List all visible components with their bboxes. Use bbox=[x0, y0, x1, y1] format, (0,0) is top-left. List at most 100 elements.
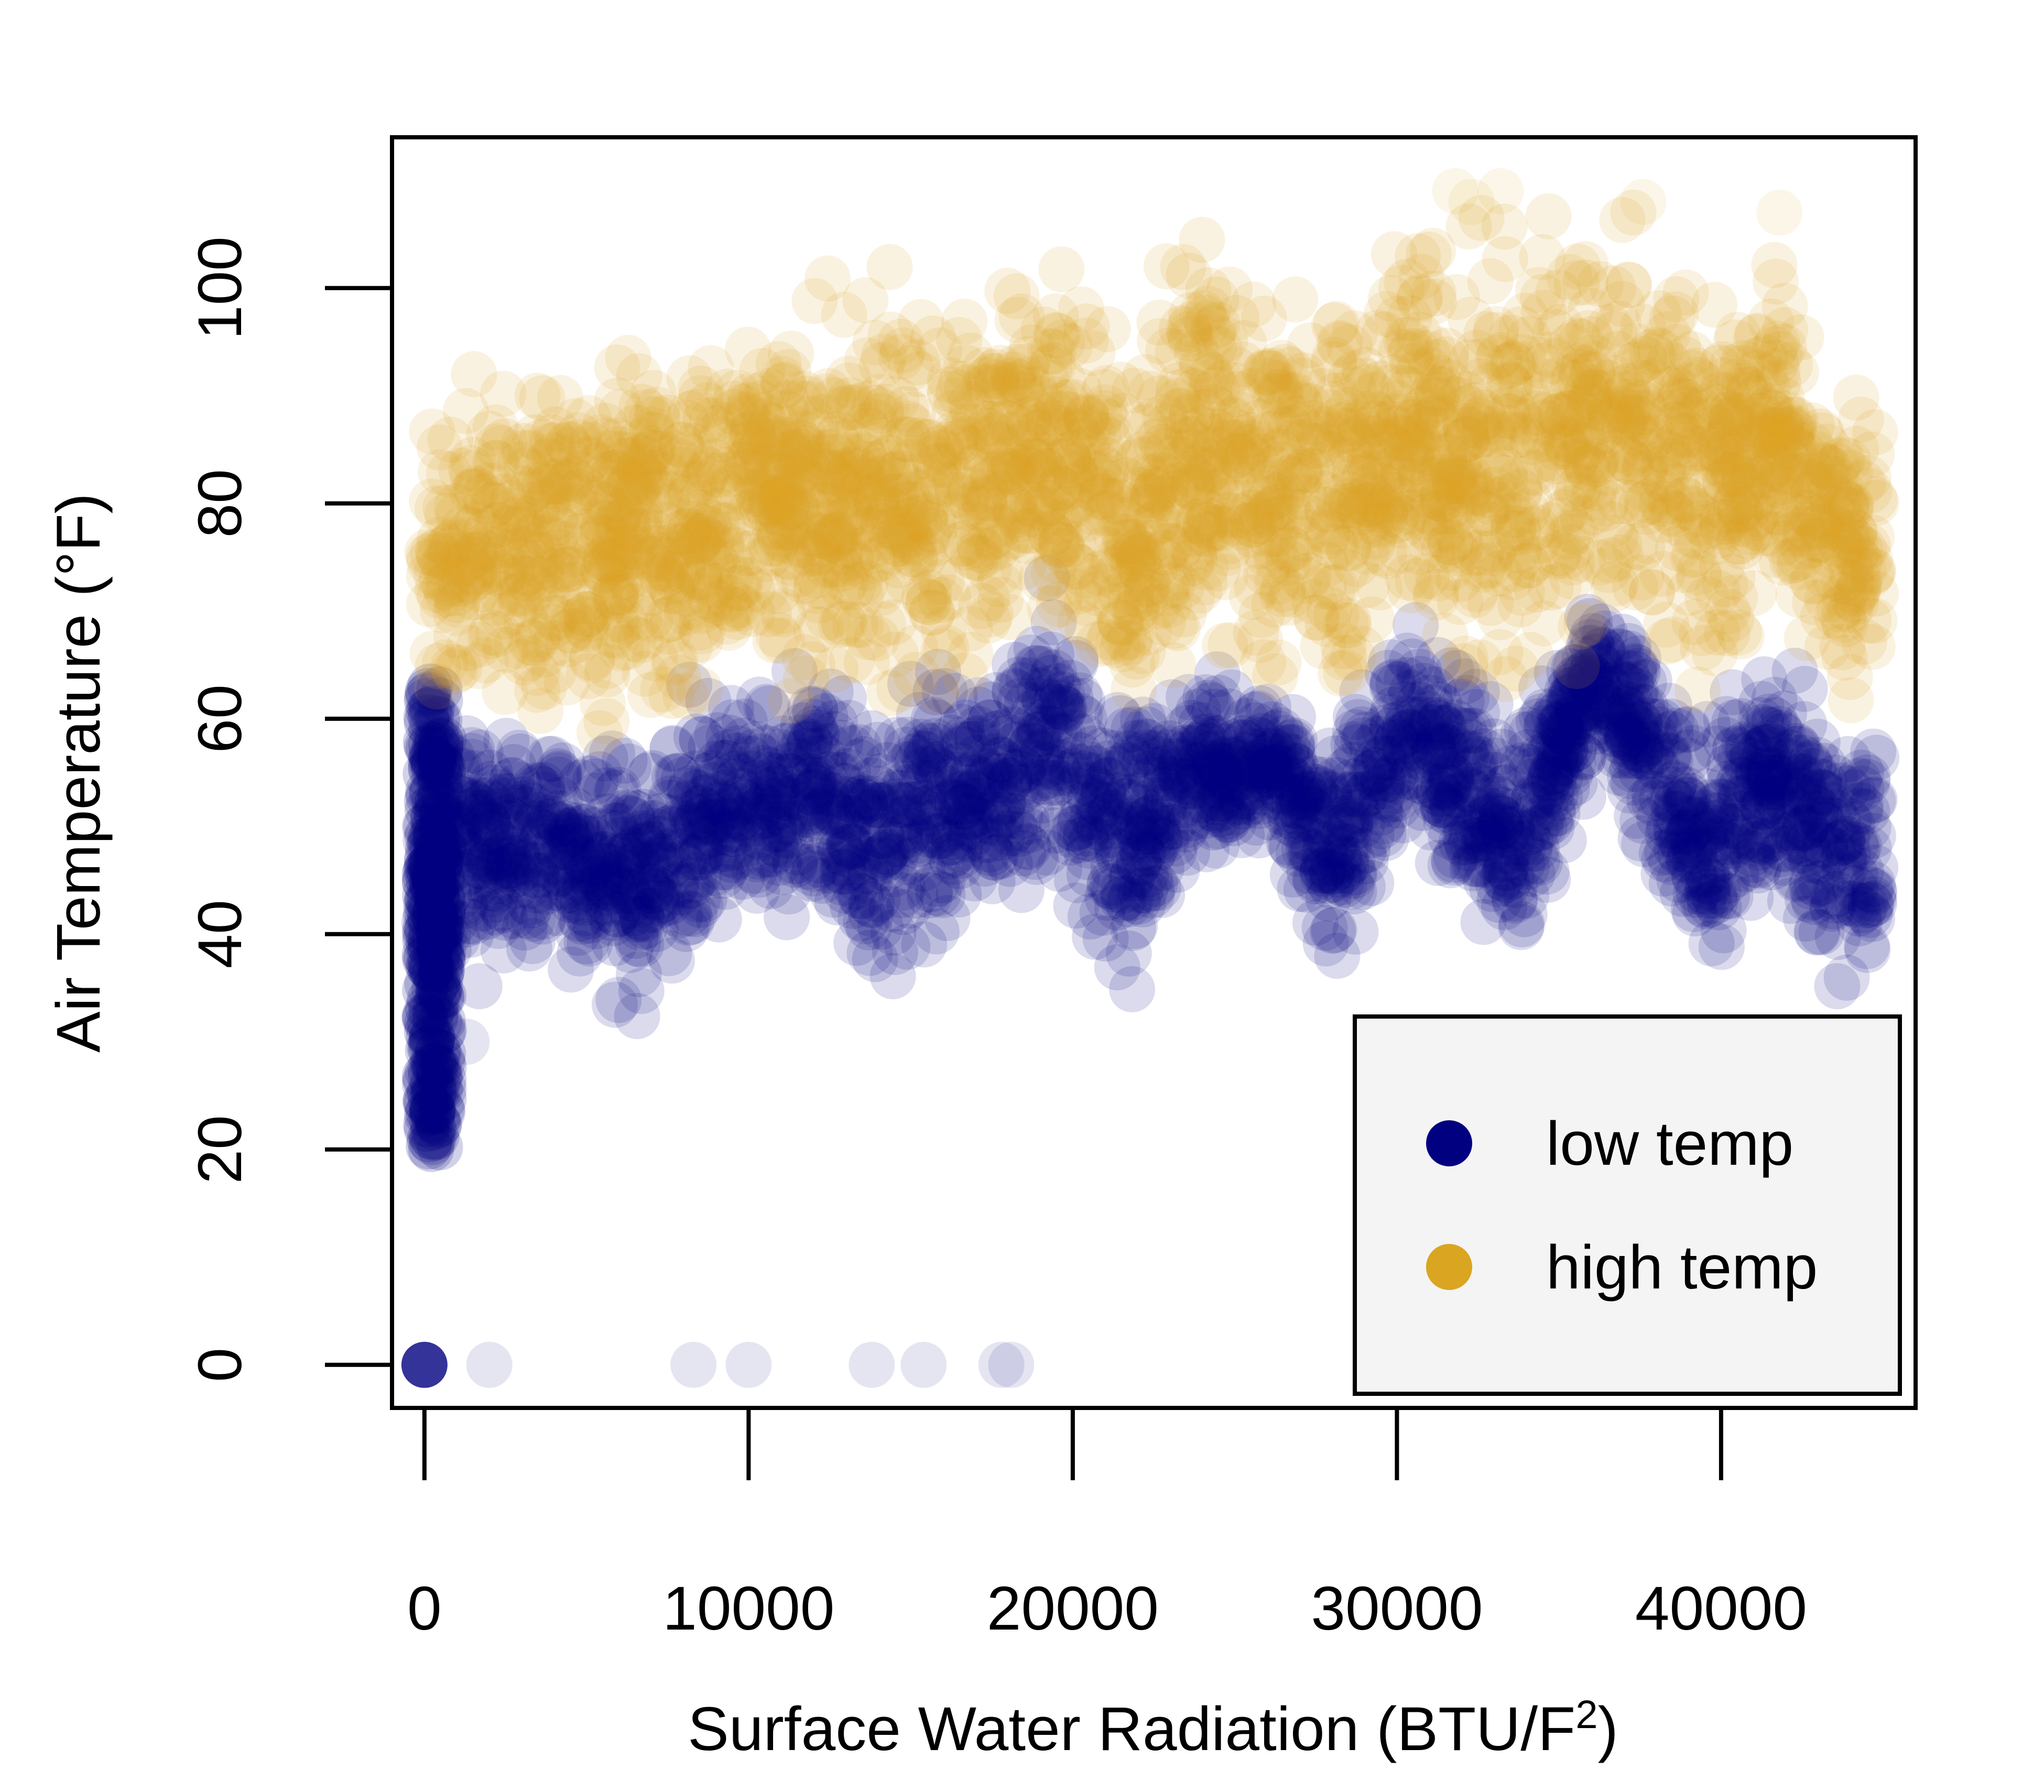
data-point bbox=[791, 768, 838, 814]
data-point bbox=[729, 750, 776, 797]
data-point bbox=[1162, 724, 1209, 771]
data-point bbox=[653, 860, 700, 907]
data-point bbox=[1717, 776, 1764, 823]
data-point bbox=[846, 858, 893, 905]
data-point bbox=[1150, 803, 1197, 850]
data-point bbox=[1499, 742, 1546, 789]
data-point bbox=[1704, 872, 1751, 919]
data-point bbox=[1291, 798, 1338, 845]
data-point bbox=[661, 842, 708, 888]
data-point bbox=[615, 920, 661, 967]
data-point bbox=[603, 833, 649, 880]
data-point bbox=[964, 749, 1011, 795]
data-point bbox=[1113, 779, 1159, 826]
data-point bbox=[434, 772, 481, 818]
data-point bbox=[1703, 858, 1750, 904]
data-point bbox=[1760, 762, 1807, 808]
data-point bbox=[1086, 862, 1133, 909]
data-point bbox=[940, 783, 986, 830]
data-point bbox=[1759, 774, 1806, 821]
data-point bbox=[592, 868, 638, 914]
data-point bbox=[1794, 718, 1841, 765]
data-point bbox=[967, 816, 1014, 863]
data-point bbox=[605, 743, 652, 790]
data-point bbox=[624, 863, 671, 910]
data-point bbox=[1089, 864, 1136, 910]
data-point bbox=[847, 881, 894, 927]
data-point bbox=[1541, 725, 1588, 772]
data-point bbox=[1143, 805, 1190, 851]
data-point bbox=[559, 880, 606, 926]
data-point bbox=[886, 882, 933, 929]
data-point bbox=[1235, 812, 1282, 859]
data-point bbox=[1626, 658, 1672, 704]
data-point bbox=[1416, 700, 1462, 746]
data-point bbox=[1068, 752, 1114, 799]
scatter-points bbox=[401, 168, 1900, 1388]
data-point bbox=[1094, 944, 1140, 991]
data-point bbox=[1270, 746, 1317, 793]
data-point bbox=[1725, 725, 1772, 772]
data-point bbox=[1555, 686, 1602, 733]
data-point bbox=[1309, 804, 1355, 851]
data-point bbox=[735, 812, 782, 859]
data-point bbox=[702, 783, 748, 830]
data-point bbox=[1289, 786, 1335, 833]
data-point bbox=[727, 735, 774, 782]
data-point bbox=[1080, 768, 1127, 815]
data-point bbox=[1349, 723, 1396, 770]
data-point bbox=[406, 879, 452, 925]
data-point bbox=[1020, 675, 1067, 722]
data-point bbox=[1692, 792, 1738, 838]
data-point bbox=[1387, 737, 1433, 784]
data-point bbox=[998, 867, 1045, 913]
data-point bbox=[1664, 813, 1710, 859]
data-point bbox=[1200, 758, 1246, 804]
data-point bbox=[549, 821, 595, 867]
data-point bbox=[828, 795, 874, 842]
data-point bbox=[987, 757, 1034, 803]
data-point bbox=[1209, 737, 1255, 783]
data-point bbox=[742, 832, 789, 878]
data-point bbox=[1438, 819, 1485, 866]
data-point bbox=[752, 806, 798, 853]
data-point bbox=[1471, 823, 1517, 870]
data-point bbox=[1590, 686, 1637, 733]
data-point bbox=[1491, 877, 1538, 924]
data-point bbox=[1492, 875, 1538, 922]
data-point bbox=[1215, 774, 1262, 821]
data-point bbox=[1694, 725, 1741, 772]
data-point bbox=[1463, 794, 1509, 841]
data-point bbox=[408, 1078, 454, 1125]
data-point bbox=[1582, 610, 1628, 657]
data-point bbox=[1288, 763, 1335, 810]
data-point bbox=[1050, 805, 1097, 851]
data-point bbox=[1403, 737, 1450, 784]
data-point bbox=[702, 864, 749, 910]
data-point bbox=[1227, 779, 1274, 826]
data-point bbox=[1453, 772, 1499, 819]
data-point bbox=[1259, 752, 1306, 799]
data-point bbox=[442, 901, 489, 948]
data-point bbox=[1801, 759, 1847, 805]
data-point bbox=[1313, 821, 1360, 868]
data-point bbox=[1329, 758, 1376, 805]
data-point bbox=[1428, 814, 1474, 860]
data-point bbox=[1720, 757, 1767, 803]
data-point bbox=[1012, 645, 1058, 692]
data-point bbox=[1460, 821, 1507, 868]
data-point bbox=[543, 810, 590, 857]
data-point bbox=[764, 894, 810, 941]
data-point bbox=[977, 736, 1024, 783]
data-point bbox=[1724, 723, 1770, 770]
data-point bbox=[1430, 788, 1476, 835]
data-point bbox=[467, 749, 514, 796]
data-point bbox=[1702, 803, 1749, 850]
data-point bbox=[1578, 643, 1624, 690]
data-point bbox=[768, 813, 814, 859]
data-point bbox=[573, 903, 619, 949]
data-point bbox=[1030, 683, 1077, 730]
data-point bbox=[1185, 286, 1232, 332]
data-point bbox=[1184, 680, 1231, 726]
data-point bbox=[1581, 683, 1627, 730]
